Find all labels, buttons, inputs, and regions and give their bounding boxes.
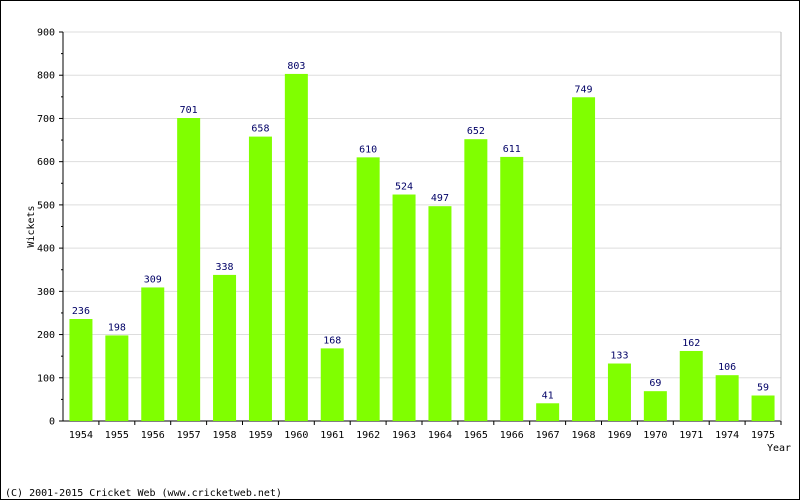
bar-1965 bbox=[464, 139, 488, 422]
x-tick-label-1967: 1967 bbox=[536, 430, 560, 441]
value-label-1969: 133 bbox=[610, 351, 628, 362]
value-label-1955: 198 bbox=[108, 322, 126, 333]
bar-1975 bbox=[751, 395, 775, 421]
value-label-1964: 497 bbox=[431, 193, 449, 204]
bars bbox=[69, 73, 775, 422]
bar-1957 bbox=[177, 118, 201, 422]
bar-1971 bbox=[679, 350, 703, 421]
axes bbox=[59, 31, 782, 425]
x-tick-label-1963: 1963 bbox=[392, 430, 416, 441]
y-axis-title: Wickets bbox=[26, 205, 37, 247]
y-tick-label: 500 bbox=[37, 200, 55, 211]
bar-1955 bbox=[105, 335, 129, 421]
copyright-text: (C) 2001-2015 Cricket Web (www.cricketwe… bbox=[5, 488, 282, 499]
grid-lines bbox=[63, 31, 781, 379]
x-tick-label-1961: 1961 bbox=[320, 430, 344, 441]
bar-1954 bbox=[69, 318, 93, 421]
bar-1974 bbox=[715, 375, 739, 421]
x-tick-label-1959: 1959 bbox=[248, 430, 272, 441]
value-label-1971: 162 bbox=[682, 338, 700, 349]
y-tick-label: 100 bbox=[37, 373, 55, 384]
value-label-1970: 69 bbox=[649, 378, 661, 389]
bar-1956 bbox=[141, 287, 165, 421]
x-tick-label-1956: 1956 bbox=[141, 430, 165, 441]
value-label-1966: 611 bbox=[503, 144, 521, 155]
value-label-1965: 652 bbox=[467, 126, 485, 137]
x-tick-label-1954: 1954 bbox=[69, 430, 93, 441]
value-label-1968: 749 bbox=[575, 84, 593, 95]
x-tick-label-1955: 1955 bbox=[105, 430, 129, 441]
value-label-1975: 59 bbox=[757, 382, 769, 393]
y-tick-label: 0 bbox=[49, 417, 55, 428]
bar-1967 bbox=[536, 403, 560, 421]
bar-1969 bbox=[607, 363, 631, 421]
x-axis-title: Year bbox=[767, 443, 791, 454]
value-label-1959: 658 bbox=[251, 124, 269, 135]
y-tick-label: 300 bbox=[37, 287, 55, 298]
y-tick-label: 600 bbox=[37, 157, 55, 168]
value-label-1957: 701 bbox=[180, 105, 198, 116]
value-label-1967: 41 bbox=[542, 390, 554, 401]
x-tick-label-1966: 1966 bbox=[500, 430, 524, 441]
value-label-1956: 309 bbox=[144, 274, 162, 285]
y-tick-label: 900 bbox=[37, 28, 55, 39]
x-tick-labels: 1954 1955 1956 1957 1958 1959 1960 1961 1962 1963… bbox=[69, 430, 775, 441]
y-tick-labels: 0 100 200 300 400 500 600 700 800 900 bbox=[37, 28, 55, 428]
x-tick-label-1971: 1971 bbox=[679, 430, 703, 441]
x-tick-label-1962: 1962 bbox=[356, 430, 380, 441]
x-tick-label-1964: 1964 bbox=[428, 430, 452, 441]
value-label-1960: 803 bbox=[287, 61, 305, 72]
value-label-1954: 236 bbox=[72, 306, 90, 317]
value-label-1974: 106 bbox=[718, 362, 736, 373]
bar-1962 bbox=[356, 157, 380, 421]
x-tick-label-1958: 1958 bbox=[213, 430, 237, 441]
bar-1966 bbox=[500, 156, 524, 421]
x-tick-label-1975: 1975 bbox=[751, 430, 775, 441]
x-tick-label-1974: 1974 bbox=[715, 430, 739, 441]
y-tick-label: 700 bbox=[37, 114, 55, 125]
x-tick-label-1965: 1965 bbox=[464, 430, 488, 441]
x-tick-label-1969: 1969 bbox=[607, 430, 631, 441]
y-tick-label: 800 bbox=[37, 71, 55, 82]
bar-1960 bbox=[284, 73, 308, 422]
bar-1970 bbox=[643, 391, 667, 421]
x-tick-label-1968: 1968 bbox=[572, 430, 596, 441]
bar-1959 bbox=[248, 136, 272, 421]
y-tick-label: 400 bbox=[37, 244, 55, 255]
bar-1961 bbox=[320, 348, 344, 421]
x-tick-label-1960: 1960 bbox=[284, 430, 308, 441]
x-tick-label-1957: 1957 bbox=[177, 430, 201, 441]
bar-1963 bbox=[392, 194, 416, 421]
bar-1968 bbox=[572, 97, 596, 421]
value-label-1962: 610 bbox=[359, 144, 377, 155]
value-label-1958: 338 bbox=[216, 262, 234, 273]
value-labels: 236 198 309 701 338 658 803 168 610 524 497 652 611 4… bbox=[72, 61, 769, 401]
value-label-1963: 524 bbox=[395, 182, 413, 193]
x-tick-label-1970: 1970 bbox=[643, 430, 667, 441]
y-tick-label: 200 bbox=[37, 330, 55, 341]
bar-1958 bbox=[213, 274, 237, 421]
value-label-1961: 168 bbox=[323, 335, 341, 346]
bar-1964 bbox=[428, 206, 452, 421]
